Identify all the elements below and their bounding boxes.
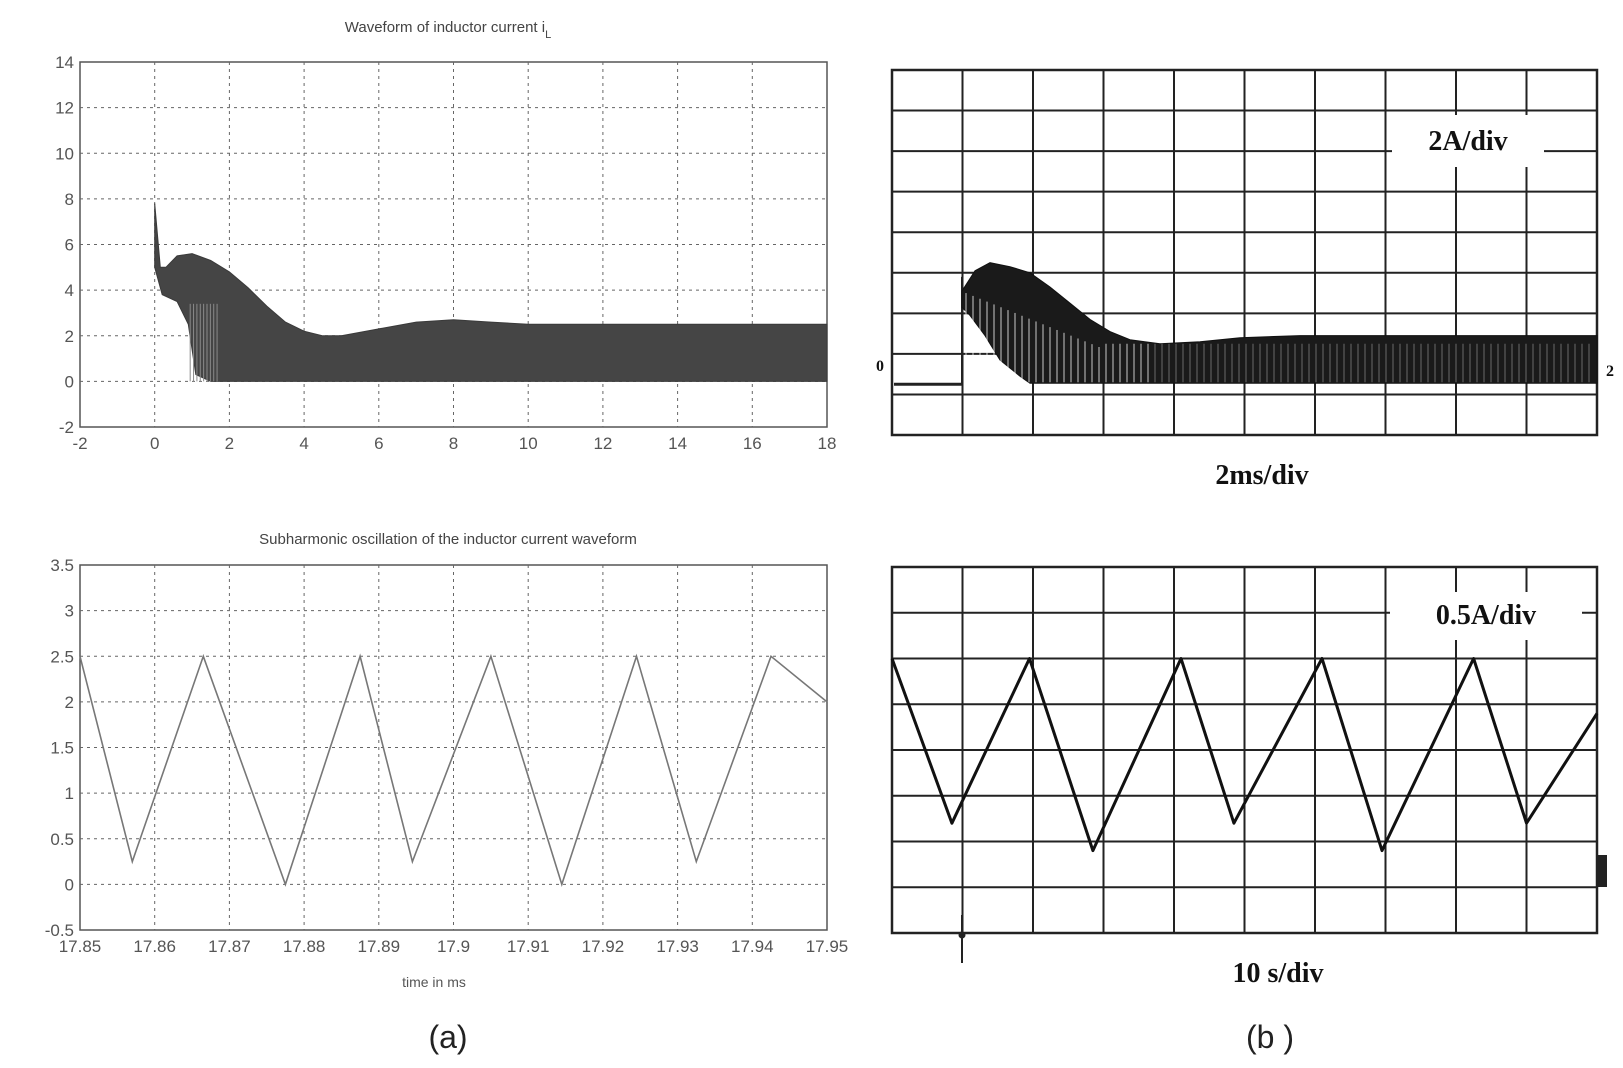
x-tick-label: 16	[743, 434, 762, 453]
scale-label-bg	[1390, 592, 1582, 640]
x-tick-label: 17.85	[59, 937, 102, 956]
chart-inductor-current: Waveform of inductor current iL -2 0 2 4 6 8 1…	[55, 19, 836, 453]
x-tick-label: 17.95	[806, 937, 849, 956]
inductor-current-line	[79, 653, 828, 888]
y-tick-label: 0	[65, 875, 74, 894]
current-envelope-area	[154, 203, 828, 382]
x-tick-label: 12	[593, 434, 612, 453]
y-tick-label: -0.5	[45, 921, 74, 940]
y-tick-label: 3	[65, 602, 74, 621]
x-tick-label: 17.89	[358, 937, 401, 956]
time-base-label: 2ms/div	[1215, 460, 1308, 491]
y-tick-label: 1.5	[50, 739, 74, 758]
y-tick-label: 0.5	[50, 830, 74, 849]
scale-label-bg	[1392, 115, 1544, 167]
x-tick-label: 14	[668, 434, 687, 453]
x-tick-labels: -2 0 2 4 6 8 10 12 14 16 18	[72, 434, 836, 453]
scope-trace	[894, 262, 1598, 386]
x-tick-label: 17.93	[656, 937, 699, 956]
chart-title: Subharmonic oscillation of the inductor …	[259, 531, 637, 548]
x-tick-label: 17.87	[208, 937, 251, 956]
x-tick-labels: 17.85 17.86 17.87 17.88 17.89 17.9 17.91 17.92 1…	[59, 937, 849, 956]
x-tick-label: 6	[374, 434, 383, 453]
x-tick-label: 17.91	[507, 937, 550, 956]
x-tick-label: 17.92	[582, 937, 625, 956]
chart-subharmonic-oscillation: Subharmonic oscillation of the inductor …	[45, 531, 849, 990]
panel-label-b: (b )	[1246, 1019, 1294, 1055]
x-tick-label: 17.86	[133, 937, 176, 956]
y-tick-label: 10	[55, 144, 74, 163]
data-series	[154, 203, 828, 382]
y-tick-label: 2.5	[50, 647, 74, 666]
y-tick-label: 4	[65, 281, 74, 300]
x-axis-label: time in ms	[402, 974, 466, 990]
y-tick-label: 2	[65, 327, 74, 346]
x-tick-label: 17.94	[731, 937, 774, 956]
y-tick-label: 14	[55, 53, 74, 72]
channel-marker	[1598, 855, 1607, 887]
y-tick-label: 8	[65, 190, 74, 209]
y-tick-label: 1	[65, 784, 74, 803]
scale-label: 0.5A/div	[1436, 600, 1536, 631]
y-tick-labels: -2 0 2 4 6 8 10 12 14	[55, 53, 74, 437]
right-marker: 2	[1606, 363, 1614, 380]
chart-title: Waveform of inductor current iL	[345, 19, 551, 41]
y-tick-label: 12	[55, 99, 74, 118]
scale-label: 2A/div	[1428, 126, 1507, 157]
data-series	[79, 653, 828, 888]
x-tick-label: 8	[449, 434, 458, 453]
time-base-label: 10 s/div	[1232, 958, 1323, 989]
x-tick-label: 17.88	[283, 937, 326, 956]
scope-inductor-current: 2A/div 0 2 2ms/div	[876, 68, 1614, 491]
subharmonic-trace	[890, 657, 1599, 853]
x-tick-label: 2	[225, 434, 234, 453]
current-envelope-area	[961, 262, 1598, 384]
trigger-marker-dot	[958, 931, 966, 939]
x-tick-label: 0	[150, 434, 159, 453]
y-tick-label: 3.5	[50, 556, 74, 575]
y-tick-labels: -0.5 0 0.5 1 1.5 2 2.5 3 3.5	[45, 556, 74, 940]
grid	[80, 565, 827, 930]
y-tick-label: 2	[65, 693, 74, 712]
x-tick-label: 17.9	[437, 937, 470, 956]
scope-subharmonic: 0.5A/div 10 s/div	[890, 565, 1607, 989]
x-tick-label: 18	[818, 434, 837, 453]
y-tick-label: -2	[59, 418, 74, 437]
panel-label-a: (a)	[428, 1019, 467, 1055]
y-tick-label: 0	[65, 372, 74, 391]
left-marker: 0	[876, 358, 884, 375]
y-tick-label: 6	[65, 236, 74, 255]
x-tick-label: 4	[299, 434, 308, 453]
x-tick-label: 10	[519, 434, 538, 453]
x-tick-label: -2	[72, 434, 87, 453]
scope-trace	[890, 657, 1599, 853]
